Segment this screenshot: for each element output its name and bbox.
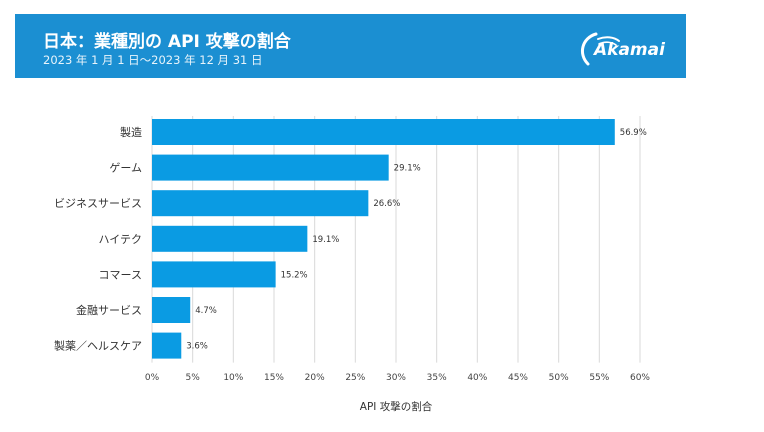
- x-tick-label: 60%: [630, 373, 650, 383]
- value-label: 26.6%: [373, 199, 400, 209]
- category-label: 製造: [120, 125, 142, 139]
- x-tick-label: 20%: [305, 373, 325, 383]
- akamai-logo: Akamai: [572, 28, 665, 68]
- bar: [152, 332, 182, 359]
- category-label: ハイテク: [98, 233, 142, 246]
- x-tick-label: 55%: [589, 373, 609, 383]
- value-label: 29.1%: [394, 164, 421, 174]
- bar: [152, 154, 389, 181]
- chart-title: 日本：業種別の API 攻撃の割合: [43, 32, 291, 52]
- x-tick-label: 5%: [186, 373, 201, 383]
- category-label: ゲーム: [109, 162, 142, 175]
- x-tick-label: 25%: [345, 373, 365, 383]
- bar: [152, 190, 369, 217]
- x-tick-labels: 0% 5% 10% 15% 20% 25% 30% 35% 40% 45% 50% 55% 60%: [145, 373, 651, 383]
- x-tick-label: 30%: [386, 373, 406, 383]
- header-banner: 日本：業種別の API 攻撃の割合 2023 年 1 月 1 日～2023 年 …: [15, 14, 686, 78]
- x-tick-label: 40%: [467, 373, 487, 383]
- x-tick-label: 10%: [223, 373, 243, 383]
- category-label: 製薬／ヘルスケア: [54, 339, 142, 353]
- x-tick-label: 15%: [264, 373, 284, 383]
- value-label: 19.1%: [312, 235, 339, 245]
- bar: [152, 225, 308, 252]
- logo-text: Akamai: [594, 40, 665, 60]
- category-label: 金融サービス: [76, 303, 142, 317]
- value-label: 15.2%: [281, 270, 308, 280]
- bar: [152, 119, 615, 145]
- value-label: 4.7%: [195, 306, 217, 316]
- value-label: 56.9%: [620, 128, 647, 138]
- x-tick-label: 35%: [427, 373, 447, 383]
- x-tick-label: 50%: [549, 373, 569, 383]
- category-label: コマース: [99, 268, 142, 281]
- x-tick-label: 0%: [145, 373, 160, 383]
- x-axis-title: API 攻撃の割合: [360, 400, 433, 413]
- value-label: 3.6%: [186, 342, 208, 352]
- bar: [152, 261, 276, 288]
- value-labels: 56.9% 29.1% 26.6% 19.1% 15.2% 4.7% 3.6%: [186, 128, 647, 352]
- bar: [152, 297, 191, 323]
- akamai-wave-icon: [580, 32, 620, 66]
- category-label: ビジネスサービス: [54, 197, 142, 210]
- chart-subtitle: 2023 年 1 月 1 日～2023 年 12 月 31 日: [43, 53, 263, 67]
- bars: [152, 119, 615, 359]
- x-tick-label: 45%: [508, 373, 528, 383]
